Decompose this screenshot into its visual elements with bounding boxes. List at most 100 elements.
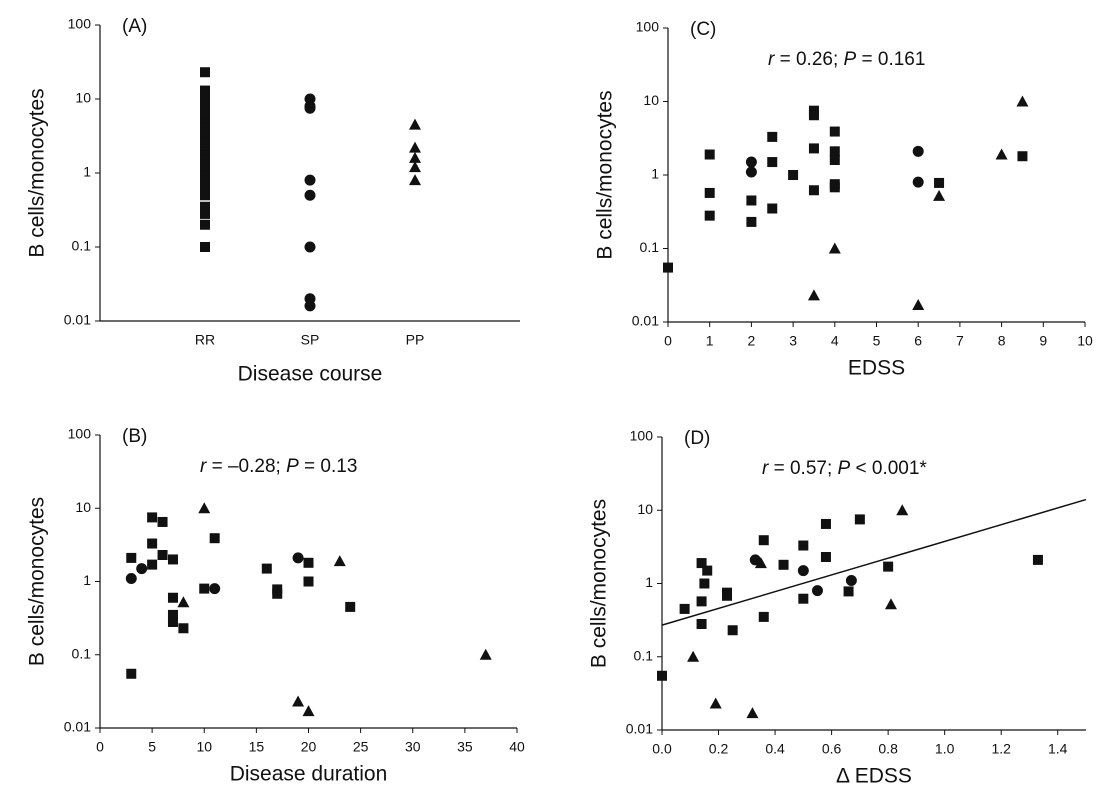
square-point bbox=[200, 67, 210, 78]
square-point bbox=[663, 262, 673, 273]
triangle-point bbox=[409, 141, 421, 153]
square-point bbox=[788, 170, 799, 180]
circle-point bbox=[304, 189, 316, 201]
triangle-point bbox=[479, 648, 492, 660]
y-axis-label: B cells/monocytes bbox=[26, 88, 49, 257]
x-tick-label: 30 bbox=[405, 739, 421, 755]
x-tick-label: 5 bbox=[148, 739, 156, 755]
triangle-point bbox=[687, 650, 700, 662]
circle-point bbox=[845, 574, 857, 586]
square-point bbox=[704, 210, 715, 221]
square-point bbox=[209, 533, 220, 544]
triangle-point bbox=[177, 596, 190, 608]
square-point bbox=[704, 149, 715, 160]
square-point bbox=[303, 557, 314, 568]
square-point bbox=[727, 625, 738, 636]
circle-point bbox=[304, 102, 316, 114]
square-point bbox=[767, 131, 778, 142]
square-point bbox=[758, 611, 769, 622]
triangle-point bbox=[409, 151, 421, 163]
y-tick-label: 10 bbox=[75, 90, 91, 106]
x-tick-label: 0.6 bbox=[822, 741, 842, 757]
x-tick-label: 20 bbox=[301, 739, 317, 755]
square-point bbox=[657, 670, 667, 681]
square-point bbox=[808, 185, 819, 196]
y-axis-label: B cells/monocytes bbox=[26, 497, 49, 666]
square-point bbox=[699, 578, 710, 589]
annotation-part: r bbox=[200, 456, 207, 477]
square-point bbox=[167, 616, 178, 627]
triangle-point bbox=[1016, 95, 1029, 107]
y-tick-label: 0.1 bbox=[634, 647, 654, 663]
y-tick-label: 100 bbox=[68, 16, 92, 32]
square-point bbox=[778, 559, 789, 570]
circle-point bbox=[304, 241, 316, 253]
annotation-part: = –0.28; bbox=[206, 456, 286, 477]
square-point bbox=[200, 190, 210, 201]
x-tick-label: PP bbox=[406, 332, 425, 348]
x-axis-label: Disease course bbox=[238, 363, 383, 386]
square-point bbox=[200, 208, 210, 219]
square-point bbox=[200, 242, 210, 252]
square-point bbox=[702, 565, 713, 576]
panel: 0.01 0.1 1 10 100 0.0 0.2 0.4 0.6 0.8 1.0 1.2 1.4 Δ E… bbox=[588, 428, 1087, 788]
square-point bbox=[883, 561, 894, 572]
square-point bbox=[147, 559, 158, 570]
x-tick-label: RR bbox=[195, 332, 215, 348]
circle-point bbox=[304, 300, 316, 312]
y-tick-label: 0.01 bbox=[632, 313, 659, 329]
y-tick-label: 10 bbox=[637, 501, 653, 517]
triangle-point bbox=[409, 118, 421, 130]
square-point bbox=[1032, 554, 1043, 565]
square-point bbox=[157, 550, 168, 561]
square-point bbox=[746, 216, 757, 227]
square-point bbox=[199, 583, 210, 594]
x-tick-label: 9 bbox=[1039, 333, 1047, 349]
y-axis-label: B cells/monocytes bbox=[594, 90, 617, 259]
panel-label: (A) bbox=[122, 16, 147, 37]
panel-label: (C) bbox=[690, 19, 716, 40]
square-point bbox=[767, 203, 778, 214]
x-tick-label: 3 bbox=[789, 333, 797, 349]
square-point bbox=[200, 201, 210, 212]
triangle-point bbox=[828, 242, 841, 254]
y-tick-label: 100 bbox=[68, 426, 92, 442]
square-point bbox=[261, 563, 272, 574]
square-point bbox=[200, 110, 210, 121]
circle-point bbox=[125, 572, 137, 584]
y-tick-label: 10 bbox=[643, 92, 659, 108]
triangle-point bbox=[709, 697, 722, 709]
x-tick-label: 35 bbox=[457, 739, 473, 755]
triangle-point bbox=[912, 299, 925, 311]
y-tick-label: 0.1 bbox=[72, 238, 92, 254]
triangle-point bbox=[333, 555, 346, 567]
square-point bbox=[746, 195, 757, 206]
circle-point bbox=[209, 583, 221, 595]
square-point bbox=[820, 552, 831, 563]
square-point bbox=[696, 596, 707, 607]
y-tick-label: 0.01 bbox=[626, 721, 653, 737]
x-tick-label: 25 bbox=[353, 739, 369, 755]
circle-point bbox=[745, 156, 757, 168]
annotation: r = –0.28; P = 0.13 bbox=[200, 456, 357, 477]
square-point bbox=[722, 590, 733, 601]
x-tick-label: 7 bbox=[956, 333, 964, 349]
triangle-point bbox=[292, 695, 305, 707]
x-axis-label: Disease duration bbox=[230, 763, 388, 786]
circle-point bbox=[292, 552, 304, 564]
triangle-point bbox=[302, 705, 315, 717]
square-point bbox=[303, 576, 314, 587]
x-tick-label: 40 bbox=[509, 739, 525, 755]
annotation-part: = 0.57; bbox=[768, 458, 837, 479]
circle-point bbox=[304, 174, 316, 186]
y-tick-label: 1 bbox=[83, 164, 91, 180]
circle-point bbox=[811, 585, 823, 597]
annotation-part: P bbox=[844, 49, 857, 70]
square-point bbox=[829, 182, 840, 193]
x-tick-label: 0 bbox=[96, 739, 104, 755]
x-axis-label: Δ EDSS bbox=[836, 765, 912, 788]
square-point bbox=[147, 512, 158, 523]
x-tick-label: 0 bbox=[664, 333, 672, 349]
square-point bbox=[829, 126, 840, 137]
